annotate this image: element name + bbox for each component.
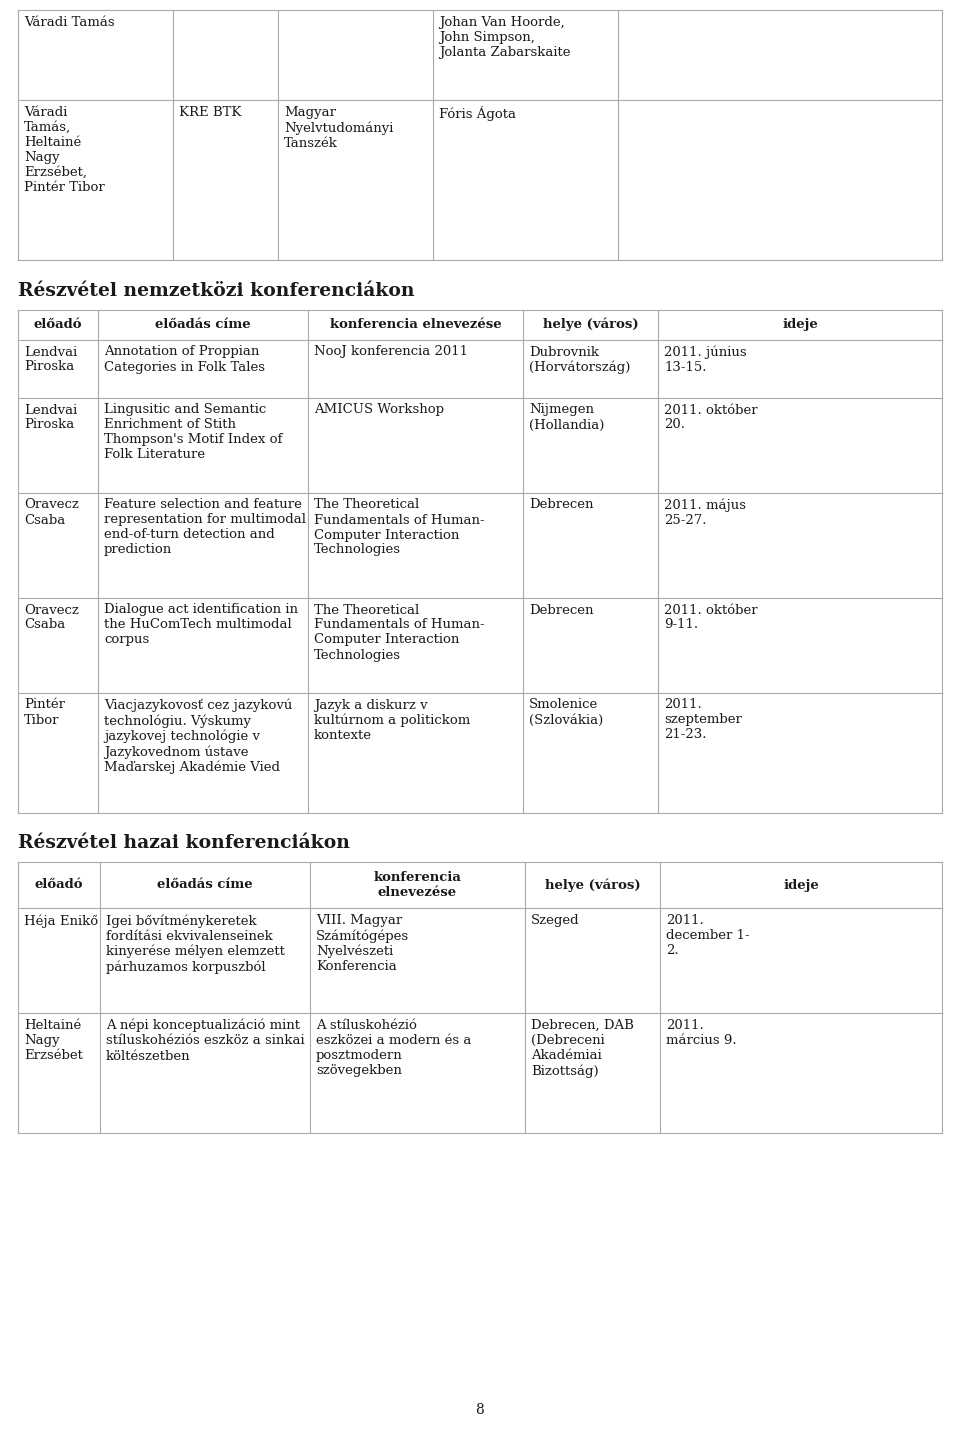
Text: Magyar
Nyelvtudományi
Tanszék: Magyar Nyelvtudományi Tanszék bbox=[284, 106, 394, 150]
Text: Héja Enikő: Héja Enikő bbox=[24, 915, 98, 928]
Text: 2011.
március 9.: 2011. március 9. bbox=[666, 1020, 736, 1047]
Text: Dialogue act identification in
the HuComTech multimodal
corpus: Dialogue act identification in the HuCom… bbox=[104, 604, 298, 647]
Text: Szeged: Szeged bbox=[531, 915, 580, 928]
Text: Részvétel nemzetközi konferenciákon: Részvétel nemzetközi konferenciákon bbox=[18, 282, 415, 301]
Text: előadó: előadó bbox=[34, 318, 83, 331]
Text: A népi konceptualizáció mint
stíluskohéziós eszköz a sinkai
költészetben: A népi konceptualizáció mint stíluskohéz… bbox=[106, 1020, 304, 1063]
Text: Debrecen: Debrecen bbox=[529, 604, 593, 617]
Text: Részvétel hazai konferenciákon: Részvétel hazai konferenciákon bbox=[18, 834, 349, 853]
Text: The Theoretical
Fundamentals of Human-
Computer Interaction
Technologies: The Theoretical Fundamentals of Human- C… bbox=[314, 499, 485, 557]
Text: 2011. október
20.: 2011. október 20. bbox=[664, 404, 757, 431]
Text: NooJ konferencia 2011: NooJ konferencia 2011 bbox=[314, 345, 468, 358]
Text: Váradi
Tamás,
Heltainé
Nagy
Erzsébet,
Pintér Tibor: Váradi Tamás, Heltainé Nagy Erzsébet, Pi… bbox=[24, 106, 105, 194]
Text: Fóris Ágota: Fóris Ágota bbox=[439, 106, 516, 121]
Text: ideje: ideje bbox=[783, 879, 819, 892]
Text: Oravecz
Csaba: Oravecz Csaba bbox=[24, 604, 79, 631]
Text: Dubrovnik
(Horvátország): Dubrovnik (Horvátország) bbox=[529, 345, 631, 374]
Text: Igei bővítménykeretek
fordítási ekvivalenseinek
kinyerése mélyen elemzett
párhuz: Igei bővítménykeretek fordítási ekvivale… bbox=[106, 915, 285, 974]
Text: Oravecz
Csaba: Oravecz Csaba bbox=[24, 499, 79, 526]
Text: VIII. Magyar
Számítógépes
Nyelvészeti
Konferencia: VIII. Magyar Számítógépes Nyelvészeti Ko… bbox=[316, 915, 409, 974]
Text: Pintér
Tibor: Pintér Tibor bbox=[24, 699, 65, 726]
Text: ideje: ideje bbox=[782, 318, 818, 331]
Text: Váradi Tamás: Váradi Tamás bbox=[24, 16, 114, 29]
Text: 2011. október
9-11.: 2011. október 9-11. bbox=[664, 604, 757, 631]
Text: Lendvai
Piroska: Lendvai Piroska bbox=[24, 345, 77, 374]
Text: AMICUS Workshop: AMICUS Workshop bbox=[314, 404, 444, 417]
Text: Debrecen, DAB
(Debreceni
Akadémiai
Bizottság): Debrecen, DAB (Debreceni Akadémiai Bizot… bbox=[531, 1020, 634, 1077]
Text: KRE BTK: KRE BTK bbox=[179, 106, 241, 119]
Text: konferencia elnevezése: konferencia elnevezése bbox=[329, 318, 501, 331]
Text: helye (város): helye (város) bbox=[542, 318, 638, 331]
Text: Lingusitic and Semantic
Enrichment of Stith
Thompson's Motif Index of
Folk Liter: Lingusitic and Semantic Enrichment of St… bbox=[104, 404, 282, 462]
Text: 2011. május
25-27.: 2011. május 25-27. bbox=[664, 499, 746, 526]
Text: 2011. június
13-15.: 2011. június 13-15. bbox=[664, 345, 747, 374]
Text: konferencia
elnevezése: konferencia elnevezése bbox=[373, 871, 462, 899]
Text: The Theoretical
Fundamentals of Human-
Computer Interaction
Technologies: The Theoretical Fundamentals of Human- C… bbox=[314, 604, 485, 661]
Text: 2011.
szeptember
21-23.: 2011. szeptember 21-23. bbox=[664, 699, 742, 742]
Text: Heltainé
Nagy
Erzsébet: Heltainé Nagy Erzsébet bbox=[24, 1020, 83, 1063]
Text: Debrecen: Debrecen bbox=[529, 499, 593, 512]
Text: Johan Van Hoorde,
John Simpson,
Jolanta Zabarskaite: Johan Van Hoorde, John Simpson, Jolanta … bbox=[439, 16, 570, 59]
Text: előadás címe: előadás címe bbox=[156, 318, 251, 331]
Text: Jazyk a diskurz v
kultúrnom a politickom
kontexte: Jazyk a diskurz v kultúrnom a politickom… bbox=[314, 699, 470, 742]
Text: előadás címe: előadás címe bbox=[157, 879, 252, 892]
Text: helye (város): helye (város) bbox=[544, 879, 640, 892]
Text: 8: 8 bbox=[475, 1403, 485, 1416]
Text: Nijmegen
(Hollandia): Nijmegen (Hollandia) bbox=[529, 404, 605, 431]
Text: Viacjazykovosť cez jazykovú
technológiu. Výskumy
jazykovej technológie v
Jazykov: Viacjazykovosť cez jazykovú technológiu.… bbox=[104, 699, 293, 775]
Text: Smolenice
(Szlovákia): Smolenice (Szlovákia) bbox=[529, 699, 603, 726]
Text: Lendvai
Piroska: Lendvai Piroska bbox=[24, 404, 77, 431]
Text: A stíluskohézió
eszközei a modern és a
posztmodern
szövegekben: A stíluskohézió eszközei a modern és a p… bbox=[316, 1020, 471, 1077]
Text: Feature selection and feature
representation for multimodal
end-of-turn detectio: Feature selection and feature representa… bbox=[104, 499, 306, 557]
Text: előadó: előadó bbox=[35, 879, 84, 892]
Text: Annotation of Proppian
Categories in Folk Tales: Annotation of Proppian Categories in Fol… bbox=[104, 345, 265, 374]
Text: 2011.
december 1-
2.: 2011. december 1- 2. bbox=[666, 915, 750, 958]
